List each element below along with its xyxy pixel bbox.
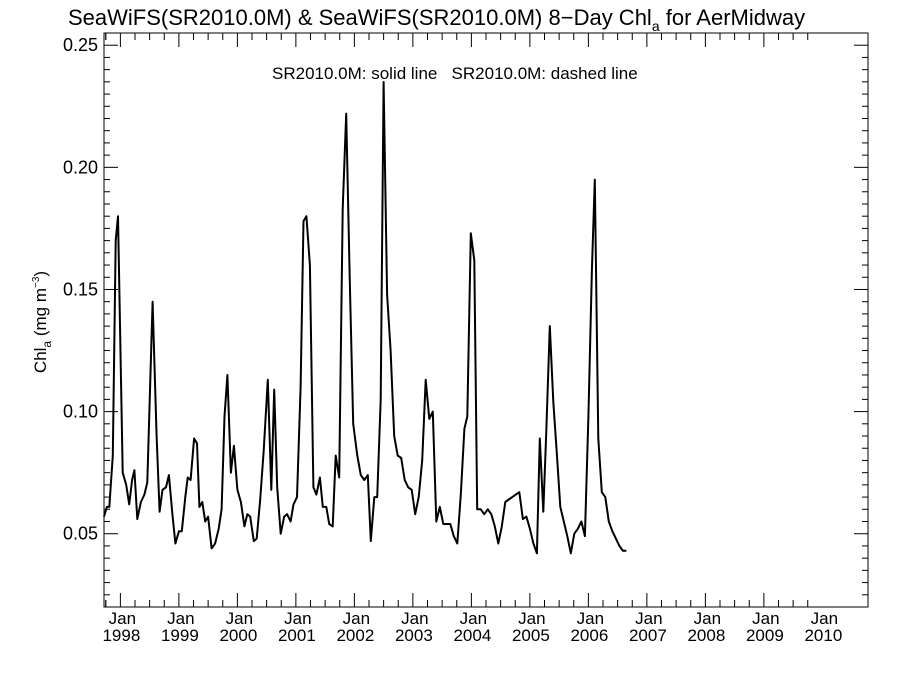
y-tick-label: 0.25 (63, 35, 98, 55)
x-tick-year-label: 2010 (804, 626, 842, 645)
x-tick-month-label: Jan (167, 609, 194, 628)
x-tick-month-label: Jan (343, 609, 370, 628)
x-tick-year-label: 1999 (161, 626, 199, 645)
y-axis-label-main: Chl (31, 348, 50, 374)
x-tick-year-label: 2003 (395, 626, 433, 645)
chart-title: SeaWiFS(SR2010.0M) & SeaWiFS(SR2010.0M) … (68, 5, 805, 34)
x-tick-month-label: Jan (694, 609, 721, 628)
x-tick-year-label: 1998 (102, 626, 140, 645)
y-axis-label-units: (mg m (31, 288, 50, 341)
x-tick-month-label: Jan (226, 609, 253, 628)
x-tick-month-label: Jan (635, 609, 662, 628)
line-style-annotation: SR2010.0M: solid line SR2010.0M: dashed … (272, 64, 638, 83)
x-tick-month-label: Jan (284, 609, 311, 628)
x-tick-year-label: 2004 (453, 626, 491, 645)
x-tick-year-label: 2009 (746, 626, 784, 645)
y-tick-label: 0.05 (63, 524, 98, 544)
y-axis-label: Chla (mg m−3) (31, 271, 54, 373)
y-axis-label-subscript: a (40, 341, 54, 348)
axes-layer: 0.050.100.150.200.25Jan1998Jan1999Jan200… (63, 33, 868, 645)
x-tick-month-label: Jan (752, 609, 779, 628)
x-tick-month-label: Jan (401, 609, 428, 628)
chart-title-suffix: for AerMidway (660, 5, 806, 30)
plot-frame (103, 32, 869, 608)
x-tick-year-label: 2002 (336, 626, 374, 645)
y-tick-label: 0.15 (63, 279, 98, 299)
y-tick-label: 0.20 (63, 157, 98, 177)
series-layer (103, 80, 627, 555)
x-tick-month-label: Jan (577, 609, 604, 628)
x-tick-year-label: 2006 (570, 626, 608, 645)
x-tick-year-label: 2008 (687, 626, 725, 645)
chart-title-main: SeaWiFS(SR2010.0M) & SeaWiFS(SR2010.0M) … (68, 5, 652, 30)
x-tick-month-label: Jan (460, 609, 487, 628)
x-tick-month-label: Jan (109, 609, 136, 628)
y-axis-label-units-end: ) (31, 271, 50, 277)
series-line (103, 80, 627, 555)
y-tick-label: 0.10 (63, 402, 98, 422)
chart-title-subscript: a (652, 18, 660, 34)
x-tick-year-label: 2005 (512, 626, 550, 645)
x-tick-month-label: Jan (518, 609, 545, 628)
y-axis-label-units-sup: −3 (31, 276, 42, 288)
x-tick-year-label: 2000 (219, 626, 257, 645)
x-tick-year-label: 2007 (629, 626, 667, 645)
x-tick-month-label: Jan (811, 609, 838, 628)
x-tick-year-label: 2001 (278, 626, 316, 645)
